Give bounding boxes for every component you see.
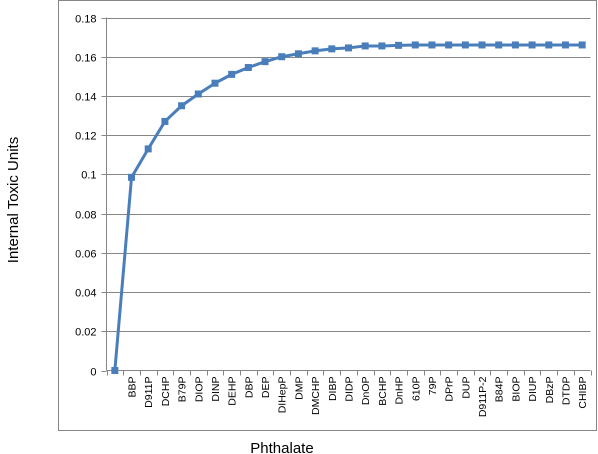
y-tick-label: 0.02 [75,327,96,339]
data-point-marker [311,47,319,55]
data-point-marker [495,41,503,49]
y-tick-labels: 0 0.02 0.04 0.06 0.08 0.1 0.12 0.14 0.16 0.18 [75,14,96,379]
axes [106,17,592,376]
x-tick-label: CHIBP [577,377,589,409]
data-point-marker [345,44,352,52]
y-tick-label: 0.06 [75,249,96,261]
data-point-marker [478,41,486,49]
x-tick-label: DEHP [227,377,239,406]
data-point-marker [128,173,136,181]
data-point-marker [278,53,286,61]
x-tick-label: DnHP [394,377,406,405]
data-point-marker [445,41,453,49]
x-tick-label: DTDP [560,377,572,406]
x-tick-label: DBzP [544,377,556,404]
x-tick-label: B79P [177,377,189,403]
data-point-marker [111,367,119,374]
data-point-marker [545,41,553,49]
x-tick-label: 79P [427,377,439,396]
x-tick-label: DINP [210,377,222,402]
data-point-marker [261,58,269,66]
x-tick-label: 610P [410,377,422,402]
x-tick-label: DPrP [444,377,456,402]
x-tick-label: D911P-2 [477,376,489,417]
x-tick-label: BIOP [510,377,522,402]
data-point-marker [578,41,586,49]
x-tick-label: BCHP [377,377,389,406]
x-tick-label: B84P [494,377,506,403]
data-point-marker [395,41,403,49]
y-tick-label: 0.16 [75,53,96,65]
data-point-marker [461,41,469,49]
x-tick-label: DIHepP [277,377,289,414]
data-point-marker [244,64,252,72]
data-point-marker [228,70,236,78]
data-point-marker [428,41,436,49]
x-tick-label: DnOP [360,377,372,406]
x-tick-label: DEP [260,377,272,399]
x-tick-label: DIOP [193,377,205,403]
data-point-marker [294,50,302,58]
data-point-marker [411,41,419,49]
data-point-marker [561,41,569,49]
data-point-marker [144,145,152,153]
x-tick-label: DMP [293,377,305,400]
data-point-marker [361,42,369,50]
x-tick-label: DMCHP [310,377,322,416]
y-tick-label: 0.08 [75,210,96,222]
y-tick-label: 0 [90,367,96,379]
x-tick-label: DCHP [160,377,172,407]
y-tick-label: 0.14 [75,92,96,104]
chart-outer-border [58,0,597,431]
data-point-marker [511,41,519,49]
gridlines [101,18,591,372]
data-point-marker [161,117,169,125]
y-tick-label: 0.1 [81,170,96,182]
y-tick-label: 0.12 [75,131,96,143]
x-tick-label: DBP [243,377,255,399]
data-point-marker [378,42,386,50]
x-tick-label: BBP [127,377,139,398]
x-tick-label: DIUP [527,377,539,402]
x-tick-label: DIBP [327,377,339,402]
x-axis-title: Phthalate [250,440,313,454]
x-tick-label: DIDP [344,377,356,402]
data-point-marker [328,45,336,53]
x-tick-labels: BBP D911P DCHP B79P DIOP DINP DEHP DBP DEP DIHepP… [127,376,590,417]
data-point-marker [528,41,536,49]
y-tick-label: 0.04 [75,288,96,300]
x-tick-label: D911P [143,377,155,408]
y-axis-title: Internal Toxic Units [5,137,22,263]
data-point-marker [211,79,219,87]
data-point-marker [178,102,186,110]
y-tick-label: 0.18 [75,14,96,26]
data-point-marker [194,90,202,98]
x-tick-label: DUP [460,377,472,399]
data-series [111,41,586,374]
